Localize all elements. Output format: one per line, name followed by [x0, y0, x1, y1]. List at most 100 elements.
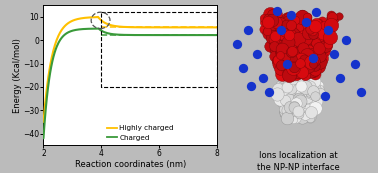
Point — [282, 53, 288, 56]
Point — [293, 89, 299, 92]
Point — [294, 56, 300, 58]
Point — [288, 86, 294, 89]
Point — [280, 46, 286, 49]
Point — [306, 110, 312, 112]
Point — [296, 106, 302, 109]
Point — [320, 48, 326, 51]
Point — [282, 102, 288, 105]
Point — [296, 76, 302, 78]
Point — [292, 116, 298, 119]
Point — [313, 42, 319, 44]
Point — [310, 40, 316, 42]
Point — [281, 44, 287, 47]
Point — [291, 76, 297, 78]
Point — [301, 75, 307, 78]
Point — [325, 36, 331, 39]
Point — [285, 76, 291, 79]
Point — [288, 68, 294, 71]
Point — [325, 42, 331, 45]
Point — [307, 64, 313, 67]
Point — [309, 103, 315, 105]
Point — [321, 38, 327, 41]
Point — [300, 106, 306, 109]
Point — [321, 48, 327, 51]
Point — [291, 60, 297, 63]
Point — [280, 56, 287, 59]
Point — [288, 61, 294, 64]
Point — [290, 67, 296, 69]
Point — [278, 98, 284, 100]
Point — [302, 73, 308, 76]
Point — [288, 86, 294, 89]
Point — [297, 61, 303, 64]
Point — [295, 58, 301, 61]
Point — [295, 110, 301, 113]
Point — [308, 115, 314, 117]
Point — [279, 26, 285, 29]
Point — [275, 60, 281, 63]
Point — [287, 80, 293, 82]
Point — [279, 25, 285, 28]
Point — [273, 48, 279, 50]
Point — [267, 44, 273, 47]
Point — [291, 106, 297, 109]
Point — [284, 63, 290, 65]
Point — [306, 65, 312, 68]
Point — [261, 16, 267, 19]
Point — [288, 93, 294, 95]
Point — [268, 25, 274, 28]
Point — [293, 102, 299, 104]
Point — [293, 70, 299, 73]
Point — [307, 34, 313, 37]
Point — [319, 29, 325, 32]
Point — [295, 113, 301, 116]
Point — [303, 93, 309, 96]
Point — [285, 43, 291, 46]
Point — [272, 29, 278, 31]
Point — [280, 50, 286, 53]
Point — [270, 25, 276, 28]
Point — [275, 87, 281, 90]
Point — [304, 70, 310, 73]
Point — [307, 100, 313, 102]
Point — [278, 53, 284, 56]
Point — [271, 23, 277, 26]
Point — [294, 50, 300, 53]
Point — [293, 72, 299, 75]
Point — [290, 101, 296, 104]
Point — [311, 54, 318, 57]
Point — [269, 13, 275, 16]
Point — [307, 70, 313, 73]
Point — [312, 95, 318, 98]
Point — [305, 65, 311, 67]
Point — [285, 66, 291, 69]
Point — [316, 47, 322, 49]
Point — [318, 25, 324, 27]
Point — [291, 105, 297, 108]
Point — [291, 92, 297, 95]
Point — [277, 98, 283, 100]
Point — [282, 60, 288, 63]
Point — [294, 71, 300, 74]
Point — [308, 69, 314, 71]
Point — [299, 15, 305, 18]
Point — [308, 70, 314, 72]
Point — [303, 97, 309, 100]
Point — [315, 52, 321, 55]
Point — [313, 45, 319, 48]
Point — [284, 108, 290, 111]
Point — [294, 54, 301, 57]
Point — [290, 31, 296, 34]
Point — [304, 96, 310, 98]
Point — [293, 112, 299, 115]
Point — [295, 19, 301, 21]
Point — [280, 27, 286, 30]
Point — [297, 83, 304, 85]
Point — [295, 81, 301, 84]
Point — [312, 65, 318, 68]
Point — [274, 60, 280, 63]
Point — [304, 15, 310, 18]
Point — [297, 61, 304, 64]
Point — [311, 67, 317, 70]
Point — [302, 82, 308, 85]
